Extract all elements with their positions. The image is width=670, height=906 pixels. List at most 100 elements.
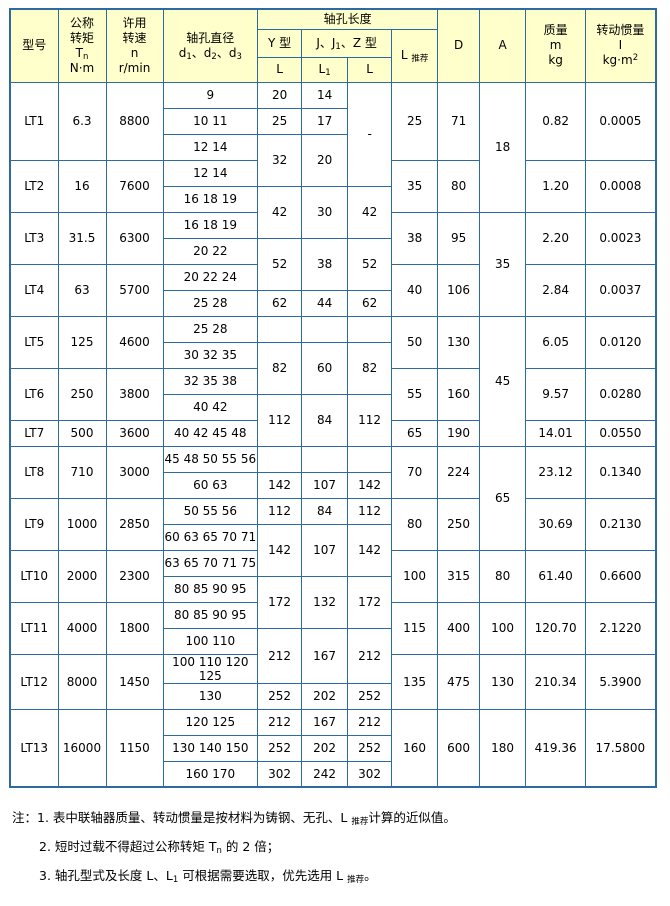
table-cell: 142 (347, 523, 393, 577)
table-cell: 42 (347, 185, 393, 239)
table-cell: 252 (257, 734, 303, 762)
table-cell: 4600 (105, 315, 164, 369)
table-cell: 130 140 150 (162, 734, 259, 762)
table-cell: 107 (301, 523, 349, 577)
table-cell: 1450 (105, 653, 164, 710)
spec-table-body: 型号 公称 转矩 Tn N·m 许用 转速 n r/min 轴孔直径 d1、d2、d3 轴孔长度 D A 质… (9, 8, 657, 788)
table-cell: 0.0550 (585, 419, 657, 447)
table-cell (347, 445, 393, 473)
table-cell: 45 48 50 55 56 (162, 445, 259, 473)
table-cell: 9.57 (525, 367, 587, 421)
table-cell: 0.2130 (585, 497, 657, 551)
table-cell: 112 (347, 497, 393, 525)
table-cell: 12 14 (162, 159, 259, 187)
header-cell: D (437, 8, 481, 83)
table-cell: 0.0023 (585, 211, 657, 265)
header-cell: 公称 转矩 Tn N·m (57, 8, 107, 83)
table-cell: 1150 (105, 708, 164, 788)
table-cell: 212 (347, 627, 393, 684)
table-cell: 6.3 (57, 81, 107, 161)
table-cell: LT1 (9, 81, 59, 161)
table-cell: 202 (301, 734, 349, 762)
table-cell: 250 (437, 497, 481, 551)
table-cell: 500 (57, 419, 107, 447)
note-line-2: 2. 短时过载不得超过公称转矩 Tn 的 2 倍； (12, 839, 670, 855)
header-cell: 许用 转速 n r/min (105, 8, 164, 83)
table-cell: 120.70 (525, 601, 587, 655)
table-cell: 25 28 (162, 315, 259, 343)
table-cell: 61.40 (525, 549, 587, 603)
table-cell: 42 (257, 185, 303, 239)
table-cell: 0.0005 (585, 81, 657, 161)
table-cell: 30 (301, 185, 349, 239)
table-cell: 120 125 (162, 708, 259, 736)
table-cell: 62 (347, 289, 393, 317)
table-cell: 142 (347, 471, 393, 499)
table-cell: 8000 (57, 653, 107, 710)
table-cell: 0.0037 (585, 263, 657, 317)
table-cell: 130 (162, 682, 259, 710)
table-cell: 0.0120 (585, 315, 657, 369)
table-cell: 63 (57, 263, 107, 317)
table-cell: 202 (301, 682, 349, 710)
table-cell: 60 (301, 341, 349, 395)
header-cell: A (479, 8, 527, 83)
note-line-3: 3. 轴孔型式及长度 L、L1 可根据需要选取，优先选用 L 推荐。 (12, 868, 670, 884)
table-cell: 40 42 45 48 (162, 419, 259, 447)
table-cell: 20 (301, 133, 349, 187)
table-cell: 65 (479, 445, 527, 551)
table-cell: 0.0008 (585, 159, 657, 213)
table-cell: LT2 (9, 159, 59, 213)
table-cell: 190 (437, 419, 481, 447)
table-cell: 2.1220 (585, 601, 657, 655)
table-cell: 70 (391, 445, 439, 499)
table-cell: 9 (162, 81, 259, 109)
table-cell: 25 (391, 81, 439, 161)
table-cell: 16000 (57, 708, 107, 788)
table-cell: 80 85 90 95 (162, 575, 259, 603)
table-cell: 125 (57, 315, 107, 369)
table-cell: 172 (257, 575, 303, 629)
table-cell: LT3 (9, 211, 59, 265)
table-cell: 25 28 (162, 289, 259, 317)
table-cell: 2.84 (525, 263, 587, 317)
table-cell (301, 315, 349, 343)
table-cell: 20 (257, 81, 303, 109)
table-cell: LT11 (9, 601, 59, 655)
table-cell (301, 445, 349, 473)
table-cell: 0.82 (525, 81, 587, 161)
table-cell: 2300 (105, 549, 164, 603)
table-cell: 16 (57, 159, 107, 213)
note-text: 1. 表中联轴器质量、转动惯量是按材料为铸钢、无孔、L 推荐计算的近似值。 (37, 810, 456, 827)
table-cell: 5.3900 (585, 653, 657, 710)
table-cell: 135 (391, 653, 439, 710)
table-cell: 80 (437, 159, 481, 213)
table-cell: 25 (257, 107, 303, 135)
table-cell: 52 (347, 237, 393, 291)
table-cell: 38 (301, 237, 349, 291)
table-cell: 710 (57, 445, 107, 499)
table-cell: 40 (391, 263, 439, 317)
table-cell: 250 (57, 367, 107, 421)
table-cell: 180 (479, 708, 527, 788)
table-cell: 84 (301, 497, 349, 525)
table-cell: LT4 (9, 263, 59, 317)
table-cell: 242 (301, 760, 349, 788)
table-cell: 60 63 (162, 471, 259, 499)
table-cell: 17.5800 (585, 708, 657, 788)
table-cell (347, 315, 393, 343)
table-cell: 600 (437, 708, 481, 788)
table-cell: 130 (437, 315, 481, 369)
table-cell: 52 (257, 237, 303, 291)
table-cell: 3600 (105, 419, 164, 447)
table-cell: 400 (437, 601, 481, 655)
table-cell: 31.5 (57, 211, 107, 265)
table-cell: 32 35 38 (162, 367, 259, 395)
header-cell: J、J1、Z 型 (301, 28, 393, 58)
table-cell: 50 (391, 315, 439, 369)
table-cell: 7600 (105, 159, 164, 213)
table-cell: 252 (347, 682, 393, 710)
table-cell: LT8 (9, 445, 59, 499)
table-cell: 167 (301, 708, 349, 736)
table-cell: 1800 (105, 601, 164, 655)
